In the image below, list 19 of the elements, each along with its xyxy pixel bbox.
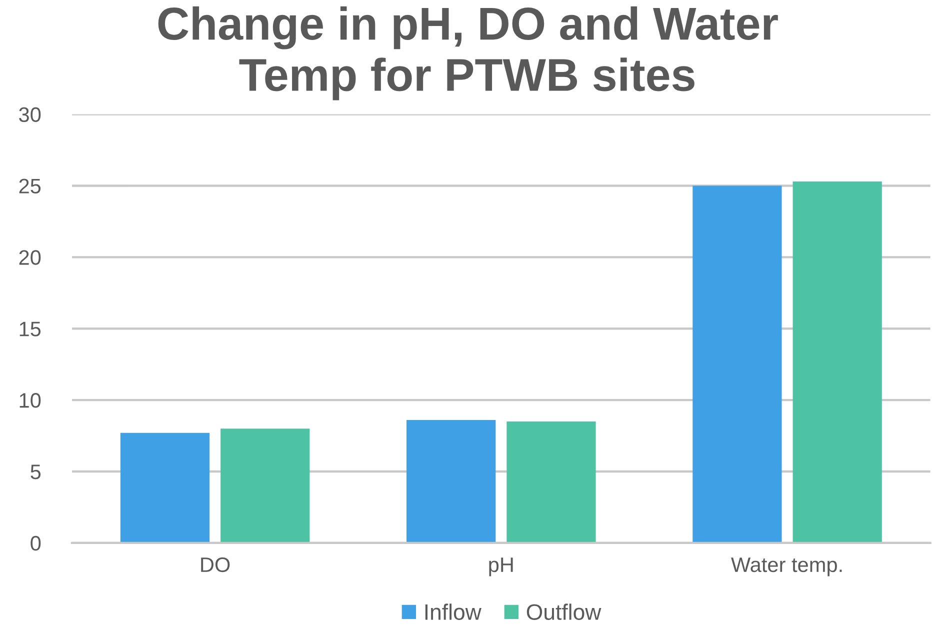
y-tick-label: 15 xyxy=(20,322,41,336)
chart-title: Change in pH, DO and Water Temp for PTWB sites xyxy=(158,6,778,100)
y-tick-label: 20 xyxy=(19,250,41,265)
x-tick-label: Water temp. xyxy=(731,558,842,576)
bar xyxy=(692,186,782,543)
bar xyxy=(792,181,882,543)
bar xyxy=(406,420,496,543)
x-tick-label: DO xyxy=(201,557,230,572)
bar xyxy=(506,421,596,543)
legend-label: Inflow xyxy=(425,604,482,620)
y-tick-label: 10 xyxy=(20,393,41,408)
y-tick-label: 5 xyxy=(30,464,41,480)
legend-label: Outflow xyxy=(526,604,602,620)
y-tick-label: 0 xyxy=(30,536,41,551)
bar xyxy=(220,428,310,543)
y-tick-label: 25 xyxy=(19,178,41,194)
y-tick-label: 30 xyxy=(19,107,41,122)
x-tick-label: pH xyxy=(489,558,513,576)
bar xyxy=(120,432,210,543)
